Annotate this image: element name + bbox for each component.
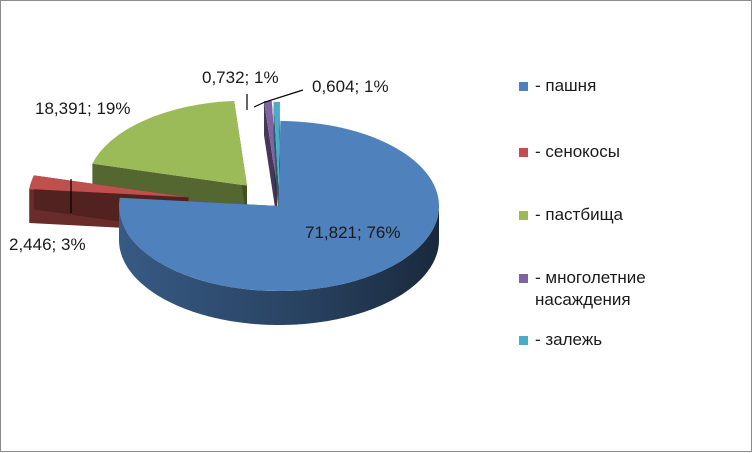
legend-swatch <box>519 211 528 220</box>
pie-slice-3 <box>263 100 277 220</box>
legend-label: - пашня <box>535 76 597 95</box>
data-label: 71,821; 76% <box>305 223 400 242</box>
slice-cut-face <box>273 101 279 221</box>
pie-slice-0 <box>118 121 439 325</box>
slice-top <box>273 101 280 187</box>
legend-swatch <box>519 336 528 345</box>
data-label: 0,604; 1% <box>312 77 389 96</box>
legend-swatch <box>519 148 528 157</box>
slice-top <box>263 100 277 186</box>
leader-line <box>253 89 304 108</box>
legend-swatch <box>519 274 528 283</box>
pie-slice-4 <box>273 101 280 221</box>
slice-top <box>92 100 247 186</box>
legend-swatch <box>519 82 528 91</box>
data-label: 2,446; 3% <box>9 235 86 254</box>
legend-label: - многолетние насаждения <box>535 268 646 309</box>
slice-cut-face <box>263 101 277 220</box>
slice-top <box>118 121 439 291</box>
legend-label: - сенокосы <box>535 142 620 161</box>
slice-wall <box>119 205 439 325</box>
legend-label: - пастбища <box>535 205 624 224</box>
slice-cut-face <box>278 101 280 221</box>
legend-label: - залежь <box>535 330 603 349</box>
data-label: 18,391; 19% <box>35 99 130 118</box>
data-label: 0,732; 1% <box>202 68 279 87</box>
slice-top <box>29 175 189 198</box>
